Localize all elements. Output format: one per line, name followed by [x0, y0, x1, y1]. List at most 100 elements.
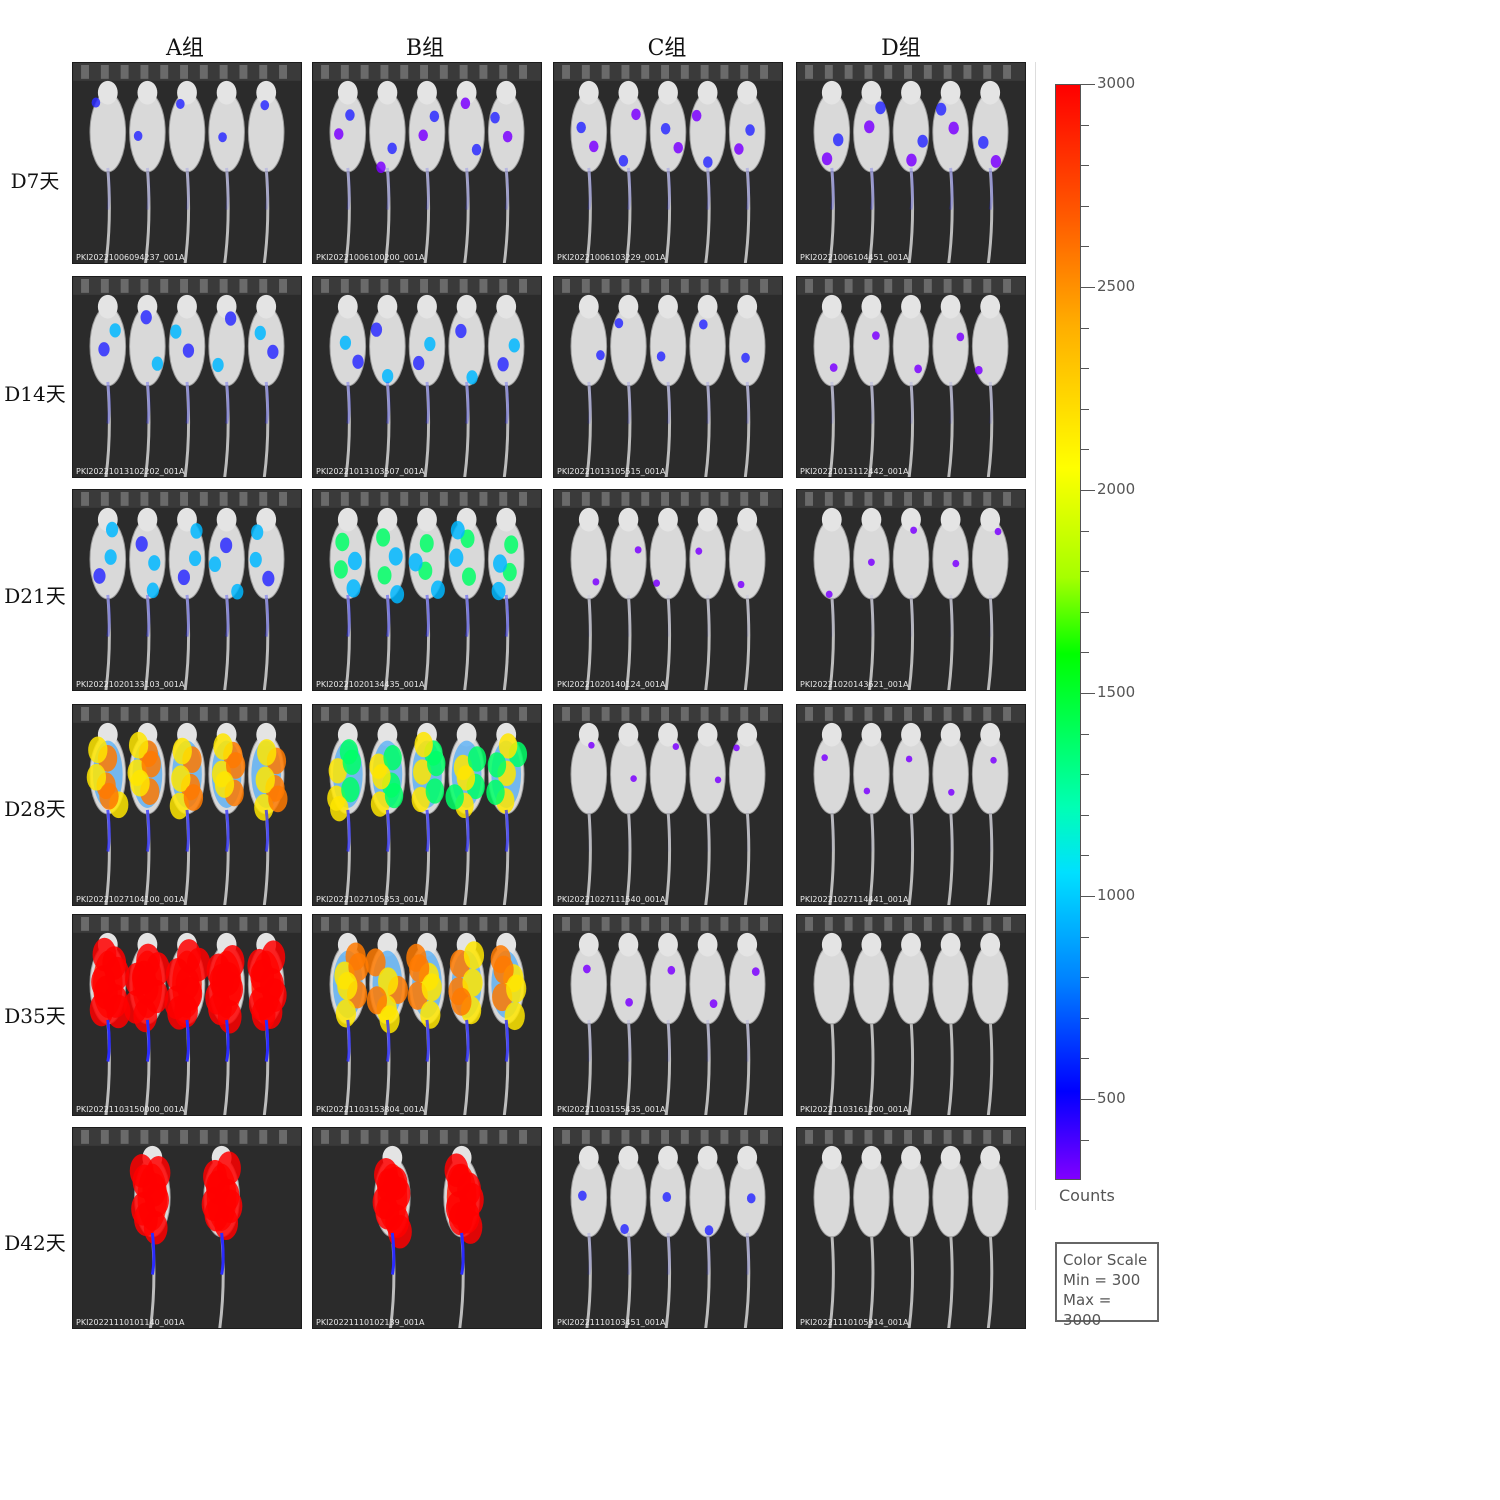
mouse-tail	[104, 594, 111, 690]
signal-spot	[376, 528, 391, 547]
tail-signal	[346, 809, 351, 852]
signal-spot	[948, 788, 955, 796]
nose-cone	[420, 916, 428, 931]
tail-signal	[425, 1019, 430, 1062]
nose-cone	[562, 1129, 570, 1144]
image-panel-r1-c4: PKI20221006104451_001A	[796, 62, 1026, 264]
nose-cone	[720, 706, 729, 721]
signal-spot	[463, 941, 485, 970]
mouse-head	[578, 294, 599, 319]
mouse-tail	[262, 381, 270, 477]
mouse-tail	[986, 167, 994, 263]
tail-signal	[587, 594, 592, 637]
nose-cone	[943, 278, 952, 293]
nose-cone	[321, 1129, 329, 1144]
nose-cone	[479, 1129, 488, 1144]
nose-cone	[81, 706, 89, 721]
signal-spot	[490, 111, 500, 124]
nose-cone	[824, 916, 833, 931]
signal-spot	[381, 368, 394, 384]
mouse-tail	[743, 809, 751, 905]
mouse-tail	[986, 381, 994, 477]
nose-cone	[140, 1129, 149, 1144]
signal-spot	[388, 547, 403, 566]
nose-cone	[963, 1129, 972, 1144]
nose-cone	[904, 1129, 912, 1144]
mouse-tail	[384, 381, 391, 477]
nose-cone	[720, 1129, 729, 1144]
nose-cone	[641, 278, 650, 293]
mouse-tail	[828, 1019, 835, 1115]
image-id-label: PKI20221006103229_001A	[557, 253, 666, 262]
tail-signal	[626, 381, 632, 424]
mouse-head	[658, 722, 678, 747]
nose-cone	[120, 278, 129, 293]
signal-spot	[429, 110, 440, 123]
nose-cone	[239, 278, 248, 293]
minor-tick	[1081, 611, 1089, 613]
mouse-tail	[947, 381, 954, 477]
mouse-body	[892, 306, 930, 387]
mouse-tail	[868, 1019, 875, 1115]
nose-cone	[100, 491, 109, 506]
image-panel-r4-c1: PKI20221027104100_001A	[72, 704, 302, 906]
signal-spot	[506, 974, 527, 1003]
nose-cone	[239, 1129, 248, 1144]
signal-spot	[172, 737, 192, 765]
nose-cone	[923, 916, 932, 931]
mouse-head	[861, 722, 882, 747]
mouse-tail	[585, 1019, 592, 1115]
mouse-head	[578, 932, 599, 957]
nose-cone	[380, 1129, 389, 1144]
image-id-label: PKI20221027105353_001A	[316, 895, 425, 904]
mouse-head	[417, 80, 437, 105]
tail-signal	[425, 381, 430, 424]
minor-tick	[1081, 449, 1089, 451]
tick-label-1000: 1000	[1097, 886, 1136, 904]
panel-image	[73, 63, 301, 263]
mouse-head	[821, 722, 842, 747]
nose-cone	[581, 491, 590, 506]
nose-cone	[160, 916, 169, 931]
tail-signal	[949, 381, 954, 424]
mouse-head	[697, 932, 718, 957]
tail-signal	[264, 167, 270, 210]
signal-spot	[656, 351, 666, 362]
tail-signal	[745, 381, 751, 424]
tail-signal	[706, 381, 711, 424]
nose-cone	[81, 916, 89, 931]
image-panel-r5-c3: PKI20221103155435_001A	[553, 914, 783, 1116]
signal-spot	[872, 331, 880, 340]
tail-signal	[706, 594, 711, 637]
nose-cone	[519, 706, 527, 721]
signal-spot	[449, 548, 464, 567]
mouse-head	[980, 932, 1001, 957]
mouse-head	[980, 722, 1001, 747]
signal-spot	[462, 968, 483, 997]
nose-cone	[963, 278, 972, 293]
mouse-tail	[423, 167, 431, 263]
nose-cone	[983, 1129, 992, 1144]
nose-cone	[760, 64, 768, 79]
nose-cone	[380, 491, 389, 506]
mouse-body	[728, 306, 766, 387]
nose-cone	[923, 64, 932, 79]
nose-cone	[720, 491, 729, 506]
column-label-d: D组	[881, 36, 921, 61]
nose-cone	[340, 64, 349, 79]
nose-cone	[963, 916, 972, 931]
tail-signal	[988, 167, 994, 210]
nose-cone	[120, 64, 129, 79]
minor-tick	[1081, 814, 1089, 816]
mouse-tail	[144, 167, 151, 263]
minor-tick	[1081, 205, 1089, 207]
panel-image	[797, 63, 1025, 263]
signal-spot	[267, 344, 279, 360]
signal-spot	[123, 990, 148, 1024]
mouse-head	[618, 1145, 639, 1170]
mouse-head	[861, 1145, 882, 1170]
nose-cone	[983, 64, 992, 79]
signal-spot	[419, 534, 434, 553]
signal-spot	[190, 523, 203, 539]
panel-image	[554, 63, 782, 263]
